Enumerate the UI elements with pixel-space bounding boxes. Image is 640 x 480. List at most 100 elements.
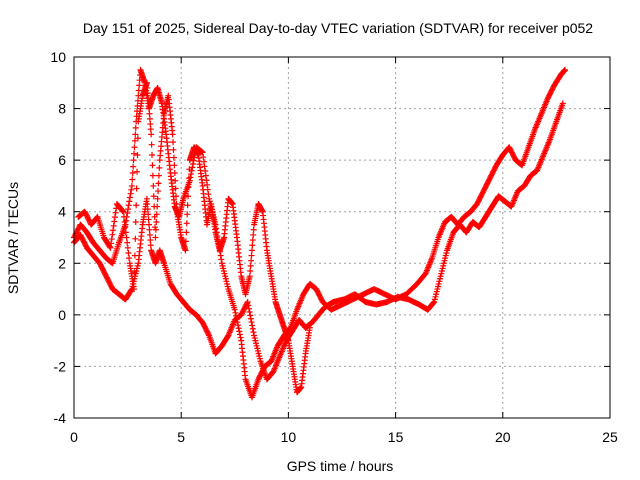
data-point [188, 171, 195, 178]
y-tick-label: 10 [50, 49, 66, 65]
data-point [125, 206, 132, 213]
data-point [125, 249, 132, 256]
data-point [245, 302, 252, 309]
data-point [154, 203, 161, 210]
data-point [132, 219, 139, 226]
data-point [131, 150, 138, 157]
data-point [119, 207, 126, 214]
data-point [561, 66, 568, 73]
data-point [150, 193, 157, 200]
data-point [145, 95, 152, 102]
x-tick-label: 25 [602, 429, 618, 445]
data-point [183, 229, 190, 236]
data-point [169, 131, 176, 138]
data-point [144, 200, 151, 207]
data-point [185, 193, 192, 200]
data-point [134, 135, 141, 142]
y-tick-label: 0 [58, 307, 66, 323]
data-point [172, 177, 179, 184]
data-point [249, 237, 256, 244]
data-point [146, 110, 153, 117]
data-point [122, 224, 129, 231]
data-point [143, 195, 150, 202]
data-point [199, 149, 206, 156]
data-point [129, 170, 136, 177]
data-point [170, 139, 177, 146]
data-point [145, 100, 152, 107]
data-point [236, 328, 243, 335]
data-point [128, 182, 135, 189]
data-point [147, 121, 154, 128]
data-points [71, 66, 568, 401]
data-point [170, 146, 177, 153]
data-point [131, 144, 138, 151]
data-point [149, 151, 156, 158]
data-point [154, 195, 161, 202]
data-point [217, 252, 224, 259]
data-point [232, 309, 239, 316]
data-point [147, 237, 154, 244]
data-point [235, 325, 242, 332]
data-point [155, 180, 162, 187]
data-point [250, 231, 257, 238]
data-point [189, 161, 196, 168]
data-point [144, 206, 151, 213]
x-axis-label: GPS time / hours [287, 458, 394, 474]
plot-frame [73, 56, 611, 419]
data-point [246, 309, 253, 316]
data-point [128, 186, 135, 193]
data-point [111, 218, 118, 225]
data-point [236, 331, 243, 338]
data-point [147, 126, 154, 133]
data-point [130, 157, 137, 164]
data-point [152, 234, 159, 241]
data-point [184, 211, 191, 218]
data-point [106, 243, 113, 250]
data-point [133, 185, 140, 192]
y-axis-label: SDTVAR / TECUs [5, 182, 21, 294]
data-point [126, 198, 133, 205]
data-point [235, 322, 242, 329]
data-point [247, 315, 254, 322]
data-point [250, 329, 257, 336]
data-point [143, 79, 150, 86]
data-point [134, 151, 141, 158]
data-point [182, 238, 189, 245]
data-point [149, 172, 156, 179]
data-point [247, 312, 254, 319]
data-point [182, 247, 189, 254]
data-point [248, 247, 255, 254]
data-point [133, 202, 140, 209]
data-point [204, 181, 211, 188]
series [71, 66, 568, 401]
data-point [135, 87, 142, 94]
data-point [107, 244, 114, 251]
y-tick-label: 4 [58, 204, 66, 220]
data-point [201, 163, 208, 170]
data-point [249, 242, 256, 249]
data-point [153, 211, 160, 218]
data-point [108, 240, 115, 247]
data-point [248, 257, 255, 264]
data-point [112, 209, 119, 216]
data-point [146, 231, 153, 238]
data-point [248, 319, 255, 326]
data-point [247, 262, 254, 269]
data-point [148, 141, 155, 148]
data-point [171, 162, 178, 169]
x-tick-label: 5 [177, 429, 185, 445]
data-point [125, 202, 132, 209]
data-point [250, 226, 257, 233]
data-point [155, 188, 162, 195]
data-point [559, 100, 566, 107]
y-tick-label: 6 [58, 152, 66, 168]
data-point [150, 182, 157, 189]
data-point [218, 256, 225, 263]
data-point [249, 325, 256, 332]
chart-title: Day 151 of 2025, Sidereal Day-to-day VTE… [83, 20, 593, 36]
data-point [131, 137, 138, 144]
data-point [245, 305, 252, 312]
data-point [172, 185, 179, 192]
data-point [131, 269, 138, 276]
